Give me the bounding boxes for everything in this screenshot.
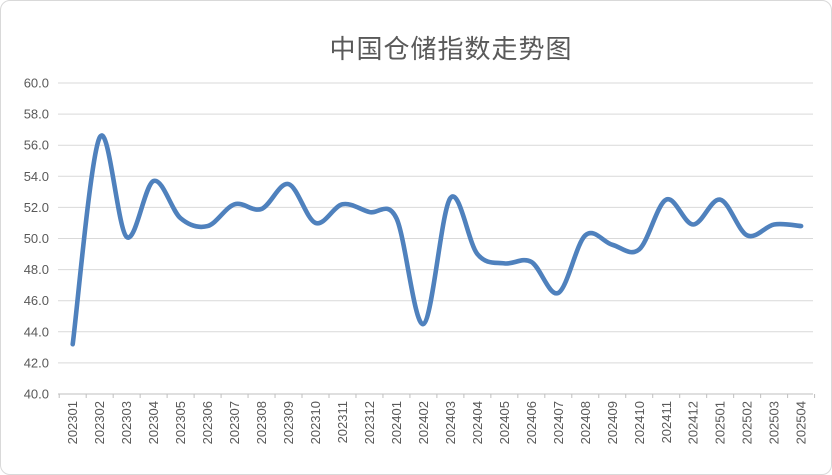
x-axis-tick-label: 202301 [65, 401, 80, 444]
x-axis-tick-label: 202309 [281, 401, 296, 444]
x-axis-tick-label: 202402 [416, 401, 431, 444]
x-axis-tick-label: 202501 [713, 401, 728, 444]
x-axis-tick-label: 202410 [632, 401, 647, 444]
x-axis-tick-label: 202412 [686, 401, 701, 444]
y-axis-tick-label: 52.0 [24, 200, 49, 215]
x-axis-tick-label: 202403 [443, 401, 458, 444]
y-axis-tick-label: 60.0 [24, 76, 49, 91]
chart-title: 中国仓储指数走势图 [329, 35, 573, 64]
x-axis-tick-label: 202503 [767, 401, 782, 444]
x-axis-tick-label: 202310 [308, 401, 323, 444]
y-axis-tick-label: 44.0 [24, 324, 49, 339]
x-axis-tick-label: 202303 [119, 401, 134, 444]
x-axis-tick-label: 202306 [200, 401, 215, 444]
y-axis-tick-label: 46.0 [24, 293, 49, 308]
x-axis-tick-label: 202407 [551, 401, 566, 444]
x-axis-tick-label: 202411 [659, 401, 674, 443]
x-axis-tick-label: 202504 [794, 401, 809, 444]
gridlines [58, 82, 813, 364]
x-axis-tick-label: 202406 [524, 401, 539, 444]
x-axis-tick-label: 202409 [605, 401, 620, 444]
x-axis-tick-label: 202502 [740, 401, 755, 444]
x-axis-tick-label: 202408 [578, 401, 593, 444]
x-axis-ticks [58, 394, 816, 398]
y-axis-tick-label: 50.0 [24, 231, 49, 246]
y-axis-labels: 60.0 58.0 56.0 54.0 52.0 50.0 48.0 46.0 44.0 42.0… [24, 76, 49, 402]
y-axis-tick-label: 42.0 [24, 355, 49, 370]
x-axis-tick-label: 202404 [470, 401, 485, 444]
x-axis-tick-label: 202401 [389, 401, 404, 444]
x-axis-tick-label: 202302 [92, 401, 107, 444]
x-axis-tick-label: 202308 [254, 401, 269, 444]
y-axis-tick-label: 56.0 [24, 138, 49, 153]
x-axis-tick-label: 202304 [146, 401, 161, 444]
x-axis-labels: 202301 202302 202303 202304 202305 202306 2023… [65, 401, 808, 444]
x-axis-tick-label: 202305 [173, 401, 188, 444]
y-axis-tick-label: 58.0 [24, 107, 49, 122]
x-axis-tick-label: 202405 [497, 401, 512, 444]
x-axis-tick-label: 202312 [362, 401, 377, 444]
x-axis-tick-label: 202307 [227, 401, 242, 444]
series-line [70, 133, 804, 347]
x-axis-tick-label: 202311 [335, 401, 350, 443]
y-axis-tick-label: 40.0 [24, 387, 49, 402]
y-axis-tick-label: 54.0 [24, 169, 49, 184]
y-axis-tick-label: 48.0 [24, 262, 49, 277]
